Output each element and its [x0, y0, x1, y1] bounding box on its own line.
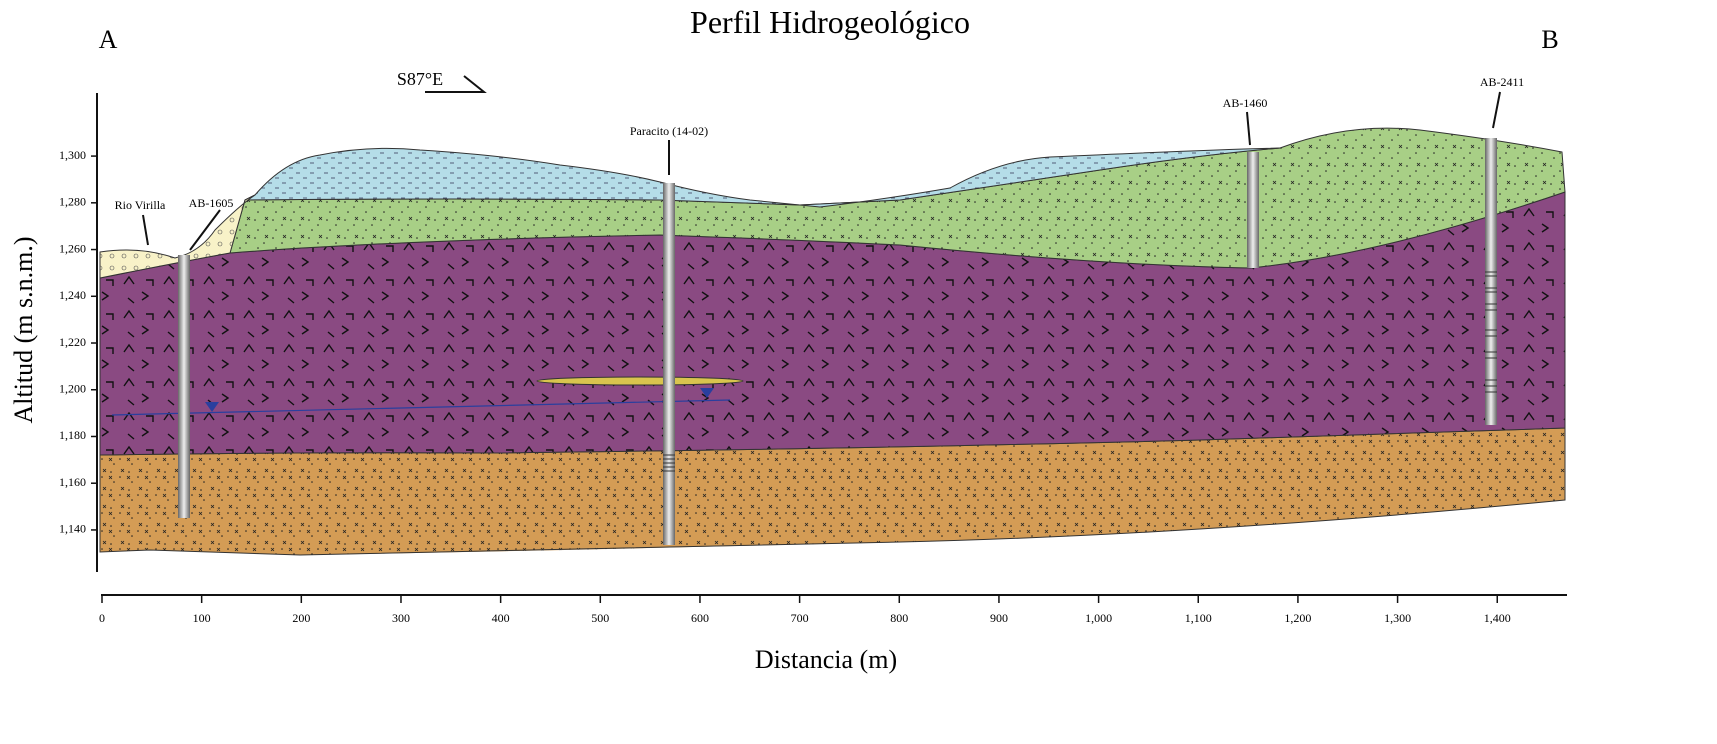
- annotation: AB-1605: [189, 196, 234, 210]
- x-axis-label: Distancia (m): [755, 645, 897, 674]
- lens: [537, 377, 743, 385]
- annotation: AB-2411: [1480, 75, 1524, 89]
- cross-section: Rio Virilla AB-1605 Paracito (14-02) AB-…: [0, 0, 1717, 744]
- x-tick-label: 600: [691, 611, 709, 625]
- y-tick-label: 1,180: [59, 428, 86, 442]
- well: [663, 183, 675, 545]
- y-tick-label: 1,260: [59, 241, 86, 255]
- y-tick-label: 1,160: [59, 475, 86, 489]
- corner-label: A: [99, 25, 118, 54]
- x-tick-label: 1,300: [1384, 611, 1411, 625]
- y-tick-label: 1,240: [59, 288, 86, 302]
- y-tick-label: 1,300: [59, 148, 86, 162]
- x-tick-label: 200: [292, 611, 310, 625]
- x-tick-label: 500: [591, 611, 609, 625]
- x-tick-label: 900: [990, 611, 1008, 625]
- corner-label: B: [1541, 25, 1558, 54]
- y-tick-label: 1,200: [59, 381, 86, 395]
- x-tick-label: 1,000: [1085, 611, 1112, 625]
- x-tick-label: 1,400: [1484, 611, 1511, 625]
- annotation: AB-1460: [1223, 96, 1268, 110]
- y-axis-label: Altitud (m s.n.m.): [9, 236, 38, 423]
- x-tick-label: 1,100: [1185, 611, 1212, 625]
- x-tick-label: 400: [492, 611, 510, 625]
- x-tick-label: 300: [392, 611, 410, 625]
- well: [1247, 152, 1259, 268]
- direction: S87°E: [397, 69, 443, 89]
- x-tick-label: 100: [193, 611, 211, 625]
- y-tick-label: 1,280: [59, 195, 86, 209]
- x-tick-label: 0: [99, 611, 105, 625]
- title: Perfil Hidrogeológico: [690, 4, 970, 40]
- x-tick-label: 800: [890, 611, 908, 625]
- y-tick-label: 1,140: [59, 522, 86, 536]
- x-tick-label: 1,200: [1284, 611, 1311, 625]
- annotation: Rio Virilla: [115, 198, 166, 212]
- annotation: Paracito (14-02): [630, 124, 708, 138]
- well: [1485, 138, 1497, 425]
- x-tick-label: 700: [791, 611, 809, 625]
- y-tick-label: 1,220: [59, 335, 86, 349]
- well: [178, 255, 190, 518]
